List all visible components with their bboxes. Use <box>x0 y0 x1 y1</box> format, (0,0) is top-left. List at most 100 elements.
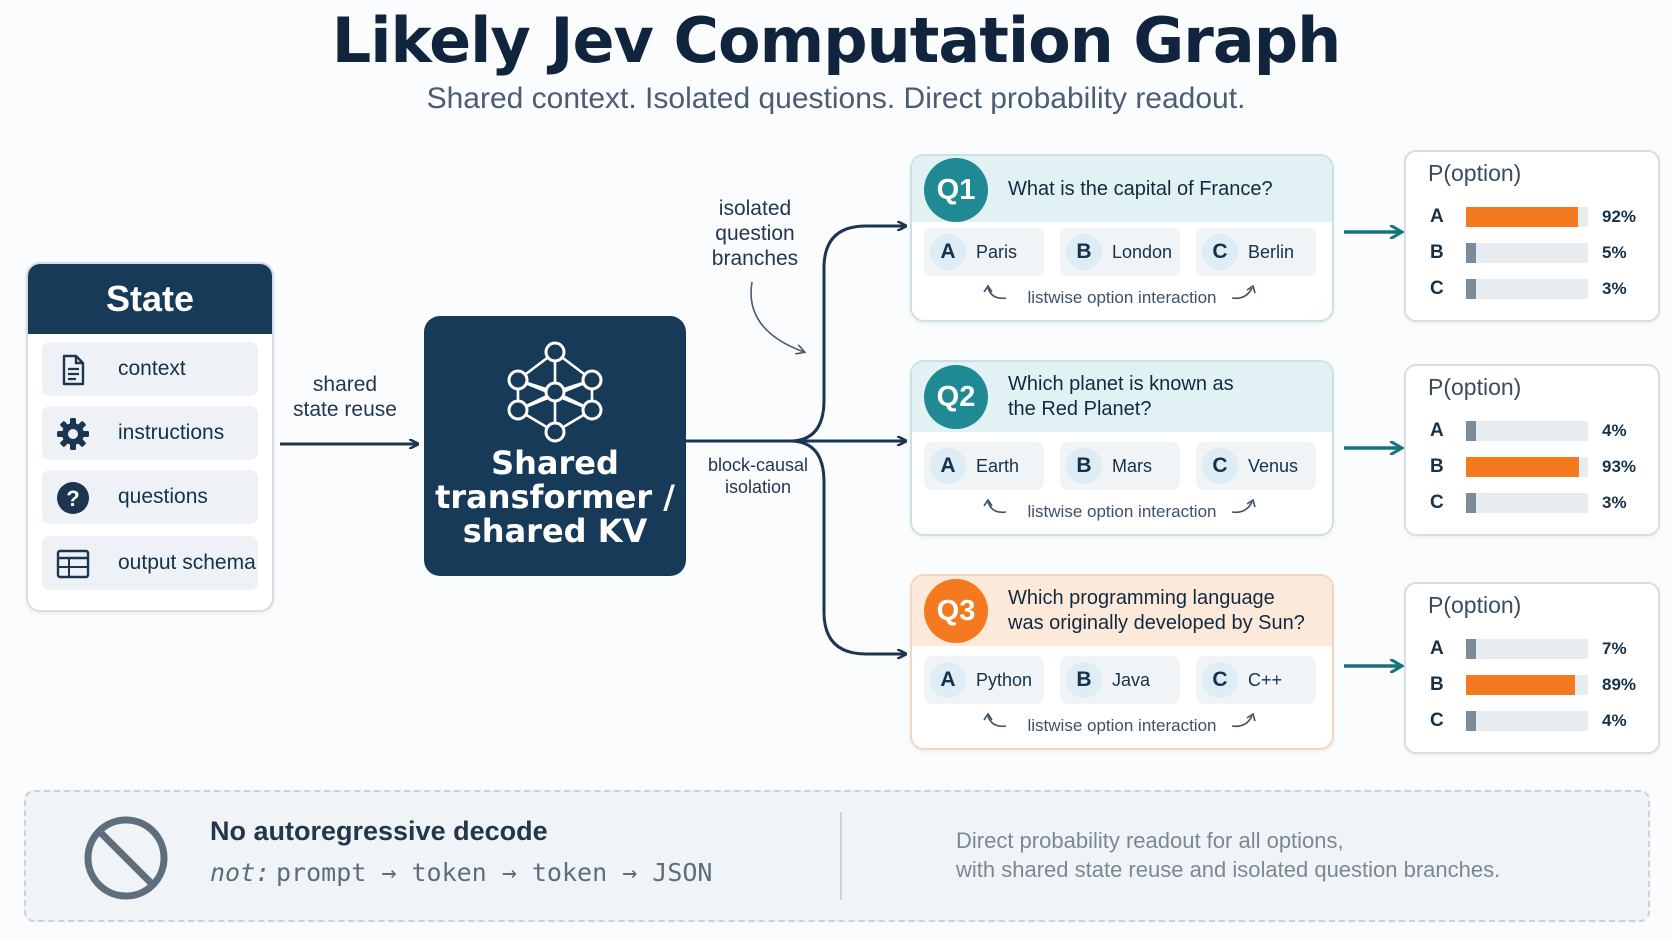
probability-value: 7% <box>1602 639 1627 658</box>
probability-bar <box>1466 675 1575 695</box>
question-card-q1: Q1 What is the capital of France? A Pari… <box>910 154 1334 322</box>
shared-transformer-block: Shared transformer / shared KV <box>424 316 686 576</box>
option-text: Mars <box>1112 456 1152 476</box>
option-text: Berlin <box>1248 242 1295 262</box>
option-text: Python <box>976 670 1033 690</box>
probability-bar <box>1466 457 1580 477</box>
probability-row: B 5% <box>1406 238 1658 268</box>
interaction-arrow-left-icon <box>983 712 1007 728</box>
probability-value: 3% <box>1602 279 1627 298</box>
probability-card-q3: P(option) A 7% B 89% C 4% <box>1404 582 1660 754</box>
state-item-questions: ? questions <box>42 470 258 524</box>
question-badge: Q3 <box>924 579 988 643</box>
state-item-label: questions <box>118 485 208 508</box>
probability-letter: C <box>1430 278 1444 299</box>
footer-not-label: not: <box>210 858 271 887</box>
state-item-instructions: instructions <box>42 406 258 460</box>
footer-heading: No autoregressive decode <box>210 816 548 846</box>
probability-letter: B <box>1430 456 1444 477</box>
option-b[interactable]: B Java <box>1060 656 1180 704</box>
probability-bar <box>1466 243 1476 263</box>
option-letter: B <box>1066 662 1102 698</box>
footer-divider <box>840 812 842 900</box>
probability-track <box>1466 639 1588 659</box>
probability-value: 93% <box>1602 457 1637 476</box>
option-b[interactable]: B London <box>1060 228 1180 276</box>
option-c[interactable]: C Venus <box>1196 442 1316 490</box>
probability-track <box>1466 243 1588 263</box>
interaction-arrow-right-icon <box>1231 712 1256 728</box>
state-item-label: instructions <box>118 421 225 444</box>
probability-letter: C <box>1430 710 1444 731</box>
probability-row: A 7% <box>1406 634 1658 664</box>
isolated-branches-label: isolated question branches <box>711 197 799 270</box>
page-title: Likely Jev Computation Graph <box>331 4 1341 77</box>
state-item-label: output schema <box>118 551 256 574</box>
probability-row: B 93% <box>1406 452 1658 482</box>
gear-icon <box>57 418 89 450</box>
probability-row: C 4% <box>1406 706 1658 736</box>
question-badge: Q2 <box>924 365 988 429</box>
arrow-isolated-annotation <box>750 281 804 352</box>
probability-row: A 4% <box>1406 416 1658 446</box>
probability-letter: C <box>1430 492 1444 513</box>
probability-track <box>1466 421 1588 441</box>
option-letter: C <box>1202 234 1238 270</box>
probability-row: A 92% <box>1406 202 1658 232</box>
table-icon <box>56 549 90 579</box>
option-c[interactable]: C C++ <box>1196 656 1316 704</box>
page-subtitle: Shared context. Isolated questions. Dire… <box>426 82 1246 115</box>
state-item-label: context <box>118 357 186 380</box>
option-b[interactable]: B Mars <box>1060 442 1180 490</box>
option-text: Java <box>1112 670 1151 690</box>
option-letter: C <box>1202 448 1238 484</box>
probability-value: 4% <box>1602 711 1627 730</box>
option-a[interactable]: A Paris <box>924 228 1044 276</box>
interaction-arrow-right-icon <box>1231 284 1256 300</box>
option-letter: B <box>1066 448 1102 484</box>
option-letter: A <box>930 234 966 270</box>
option-interaction-label: listwise option interaction <box>1027 716 1217 735</box>
probability-value: 92% <box>1602 207 1637 226</box>
option-letter: A <box>930 448 966 484</box>
transformer-label: Shared transformer / shared KV <box>435 444 675 550</box>
question-icon: ? <box>57 482 89 514</box>
question-text: Which planet is known as the Red Planet? <box>1008 373 1234 420</box>
question-text: Which programming language was originall… <box>1008 587 1305 634</box>
option-a[interactable]: A Earth <box>924 442 1044 490</box>
probability-title: P(option) <box>1428 160 1522 186</box>
probability-value: 5% <box>1602 243 1627 262</box>
arrow-branch-to-q3 <box>789 439 905 654</box>
probability-bar <box>1466 421 1476 441</box>
interaction-arrow-left-icon <box>983 498 1007 514</box>
document-icon <box>62 354 85 386</box>
probability-row: C 3% <box>1406 274 1658 304</box>
probability-letter: A <box>1430 638 1444 659</box>
probability-card-q2: P(option) A 4% B 93% C 3% <box>1404 364 1660 536</box>
option-text: C++ <box>1248 670 1283 690</box>
probability-track <box>1466 457 1588 477</box>
option-a[interactable]: A Python <box>924 656 1044 704</box>
footer-panel: No autoregressive decode not: prompt → t… <box>24 790 1650 922</box>
interaction-arrow-left-icon <box>983 284 1007 300</box>
option-text: Paris <box>976 242 1018 262</box>
option-text: Earth <box>976 456 1020 476</box>
question-card-q2: Q2 Which planet is known as the Red Plan… <box>910 360 1334 536</box>
arrow-branch-to-q1 <box>789 226 905 443</box>
option-c[interactable]: C Berlin <box>1196 228 1316 276</box>
shared-state-reuse-label: shared state reuse <box>293 373 397 421</box>
footer-description: Direct probability readout for all optio… <box>956 828 1501 882</box>
probability-bar <box>1466 711 1476 731</box>
probability-track <box>1466 711 1588 731</box>
probability-track <box>1466 493 1588 513</box>
option-text: Venus <box>1248 456 1299 476</box>
probability-value: 3% <box>1602 493 1627 512</box>
option-letter: A <box>930 662 966 698</box>
state-item-context: context <box>42 342 258 396</box>
probability-bar <box>1466 279 1476 299</box>
state-title: State <box>28 264 272 334</box>
probability-letter: B <box>1430 242 1444 263</box>
block-causal-label: block-causal isolation <box>707 455 809 497</box>
footer-sequence: prompt → token → token → JSON <box>276 858 713 887</box>
probability-track <box>1466 207 1588 227</box>
